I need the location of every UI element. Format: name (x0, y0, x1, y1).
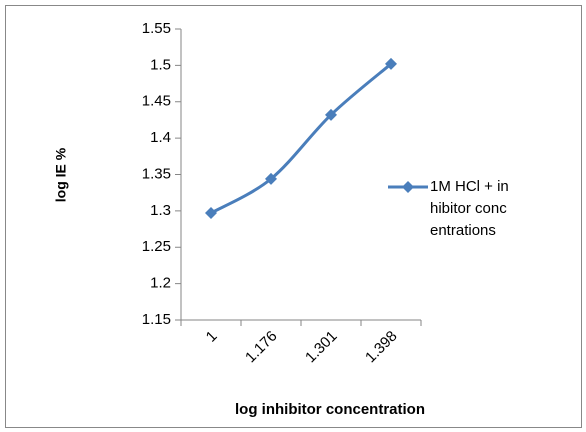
y-tick-label: 1.3 (150, 202, 171, 219)
data-point (385, 57, 397, 70)
y-tick-label: 1.15 (142, 311, 171, 328)
y-tick-label: 1.55 (142, 20, 171, 37)
y-tick-label: 1.25 (142, 238, 171, 255)
y-tick-label: 1.4 (150, 129, 171, 146)
y-tick-label: 1.2 (150, 275, 171, 292)
y-tick-label: 1.45 (142, 93, 171, 110)
data-point (205, 207, 217, 220)
data-point (325, 108, 337, 121)
x-axis-title: log inhibitor concentration (235, 401, 425, 418)
legend-marker (402, 181, 414, 193)
y-axis-title: log IE % (53, 147, 69, 202)
legend-label: 1M HCl + inhibitor concentrations (430, 178, 509, 239)
chart-border (5, 5, 582, 428)
series-line (210, 62, 392, 215)
y-tick-label: 1.35 (142, 165, 171, 182)
data-point (265, 172, 277, 185)
y-tick-label: 1.5 (150, 56, 171, 73)
